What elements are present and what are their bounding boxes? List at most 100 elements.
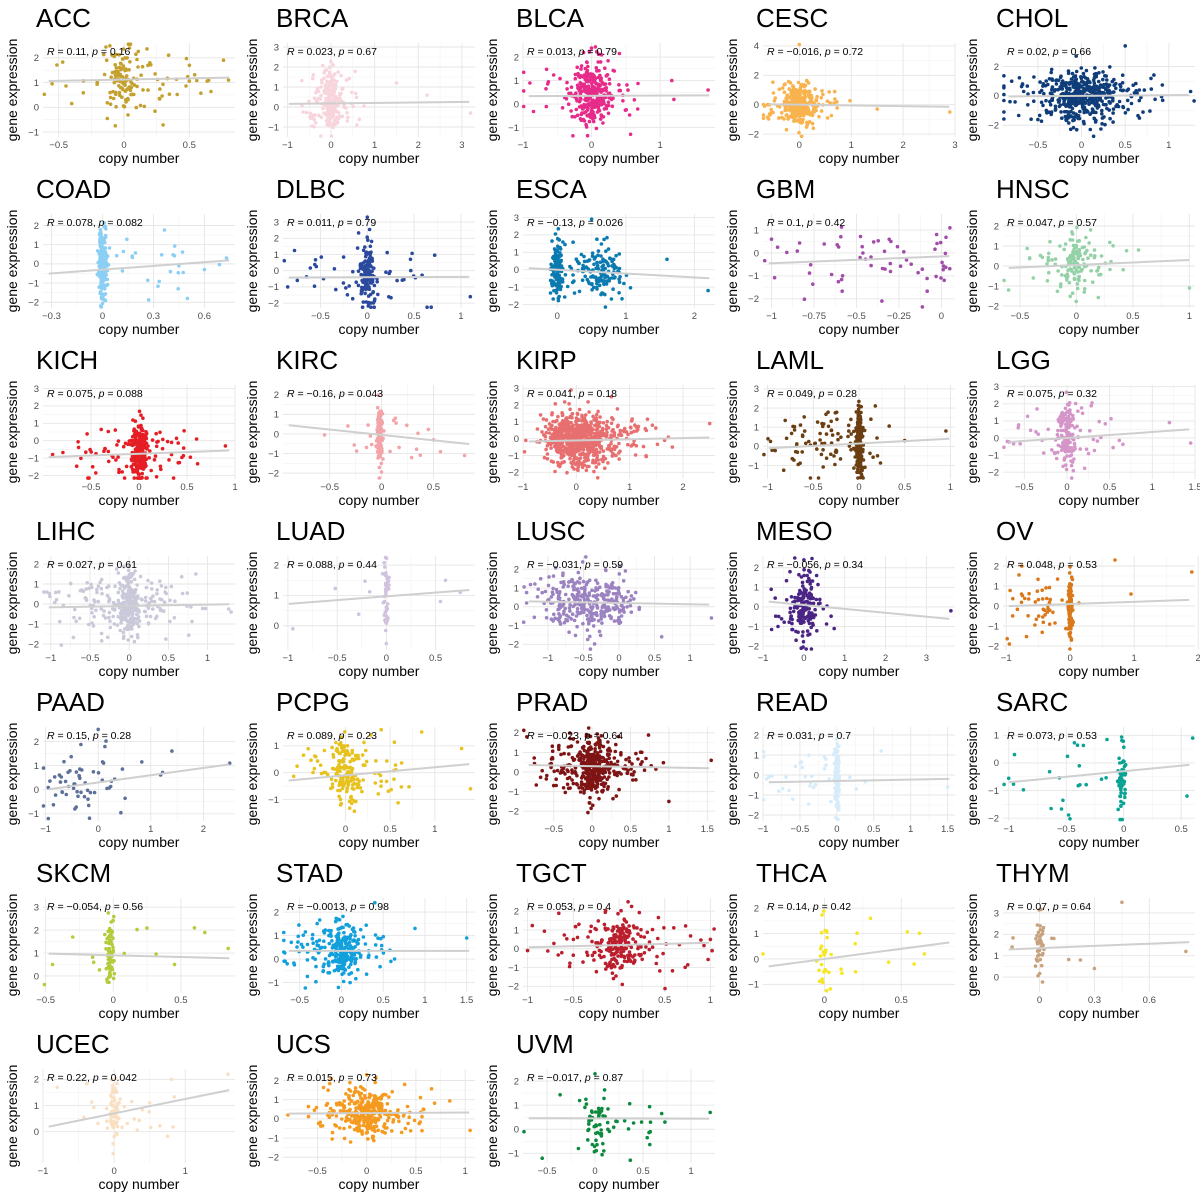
data-point [438,449,443,454]
data-point [102,283,106,287]
data-point [158,579,162,583]
data-point [313,258,318,262]
data-point [570,280,575,285]
data-point [140,448,145,453]
data-point [1092,81,1097,85]
data-point [124,464,129,469]
data-point [146,621,151,625]
data-point [628,425,633,430]
data-point [555,418,559,423]
correlation-annotation: R = −0.13, p = 0.026 [527,217,623,229]
data-point [102,237,106,242]
data-point [84,587,88,591]
data-point [789,109,793,113]
data-point [99,577,104,582]
data-point [108,102,113,106]
data-point [902,250,906,254]
data-point [555,288,559,292]
data-point [585,464,589,469]
data-point [855,429,859,433]
data-point [117,53,121,57]
data-point [130,92,134,97]
y-tick-label: 0 [754,248,759,259]
data-point [332,119,337,123]
data-point [61,450,65,455]
data-point [181,446,186,450]
data-point [114,74,118,78]
data-point [609,421,614,426]
data-point [127,46,132,50]
data-point [550,239,554,243]
data-point [103,298,107,303]
data-point [944,235,948,240]
data-point [611,257,616,262]
data-point [94,608,98,613]
data-point [856,447,860,451]
data-point [824,456,829,460]
data-point [586,64,590,69]
data-point [590,441,595,446]
data-point [1078,89,1083,94]
data-point [580,461,584,466]
data-point [775,245,780,249]
panel-title: LIHC [36,516,95,546]
y-tick-label: −1 [508,451,519,462]
data-point [99,639,104,643]
data-point [355,246,360,250]
data-point [157,97,162,101]
data-point [582,111,587,115]
data-point [655,442,660,447]
data-point [1058,85,1062,89]
data-point [1083,251,1087,256]
data-point [617,83,621,87]
data-point [334,287,338,292]
y-tick-label: 0 [514,99,519,110]
data-point [375,405,380,410]
data-point [377,438,382,443]
data-point [803,110,807,115]
y-tick-label: 0 [754,100,759,111]
data-point [1056,417,1061,422]
data-point [159,467,163,472]
data-point [1054,456,1059,461]
data-point [1013,100,1017,104]
data-point [580,465,585,470]
data-point [832,454,836,458]
data-point [1139,95,1143,100]
data-point [603,466,607,470]
data-point [819,452,824,457]
data-point [597,283,602,288]
data-point [875,436,879,440]
data-point [1056,78,1061,83]
data-point [1073,401,1078,406]
data-point [414,447,419,451]
data-point [1066,116,1070,120]
data-point [356,231,361,235]
data-point [345,111,349,115]
data-point [795,249,800,253]
data-point [307,99,311,104]
data-point [846,434,850,439]
data-point [1017,76,1022,80]
y-tick-label: 3 [274,42,279,53]
data-point [1070,71,1075,76]
y-tick-label: −2 [748,129,759,140]
data-point [1136,248,1141,252]
data-point [785,108,790,112]
data-point [1079,269,1083,273]
data-point [944,429,948,433]
data-point [136,466,140,471]
data-point [1102,91,1106,96]
data-point [172,615,177,620]
data-point [328,93,333,97]
x-tick-label: 0.5 [1119,140,1132,151]
x-axis-label: copy number [579,492,660,508]
data-point [342,105,346,109]
data-point [612,266,617,271]
data-point [331,94,336,98]
data-point [1088,429,1092,433]
data-point [148,61,152,65]
data-point [132,476,137,480]
